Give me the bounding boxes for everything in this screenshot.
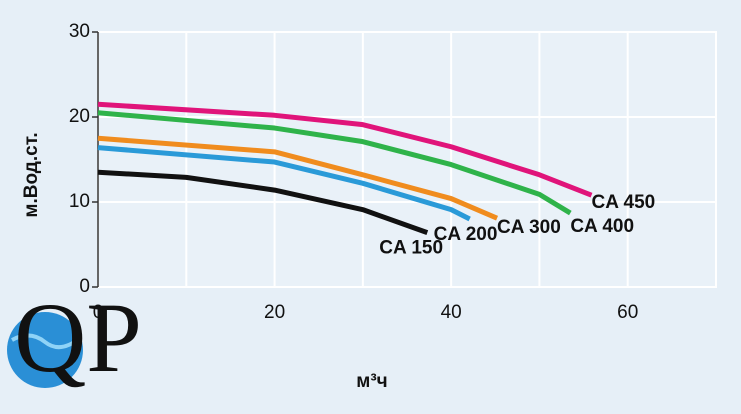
logo-water [7, 312, 83, 388]
series-line [97, 135, 499, 221]
y-tick-label: 0 [79, 276, 90, 297]
logo-text: QP [14, 282, 142, 393]
x-tick-label: 40 [441, 302, 462, 323]
plot-area [97, 31, 717, 288]
y-tick-label: 20 [69, 106, 90, 127]
series-line [97, 169, 429, 235]
series-label: CA 200 [434, 224, 498, 245]
series-line [97, 110, 572, 216]
series-label: CA 300 [497, 217, 561, 238]
logo: QP [7, 282, 142, 393]
series-line [97, 145, 471, 222]
logo-wave [11, 333, 82, 350]
y-axis-label: м.Вод.ст. [21, 132, 42, 217]
y-tick-label: 10 [69, 191, 90, 212]
x-tick-label: 0 [93, 302, 104, 323]
series-label: CA 450 [592, 192, 656, 213]
x-tick-label: 60 [617, 302, 638, 323]
y-tick-label: 30 [69, 21, 90, 42]
series-label: CA 150 [379, 238, 443, 259]
x-axis-label: м³ч [356, 371, 387, 392]
series-label: CA 400 [570, 216, 634, 237]
series-line [97, 101, 593, 198]
x-tick-label: 20 [264, 302, 285, 323]
